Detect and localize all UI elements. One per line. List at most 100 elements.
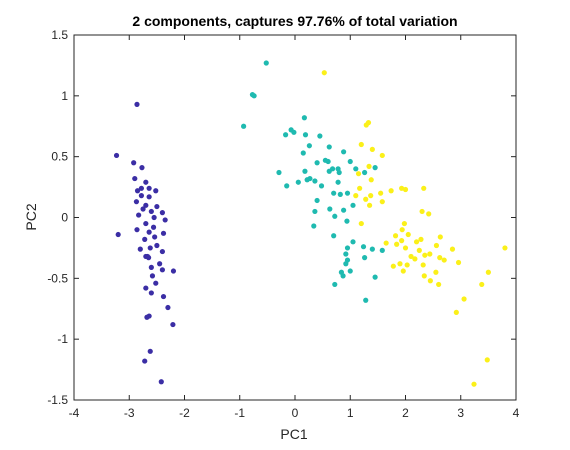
x-tick-label: -1 [234, 406, 245, 420]
data-point [301, 115, 307, 121]
data-point [453, 309, 459, 315]
data-point [140, 206, 146, 212]
x-tick-label: -3 [124, 406, 135, 420]
data-point [419, 208, 425, 215]
data-point [363, 297, 369, 303]
data-point [318, 183, 325, 189]
y-axis-label: PC2 [23, 203, 39, 230]
data-point [368, 193, 374, 199]
data-point [151, 214, 157, 221]
data-point [485, 269, 491, 275]
data-point [148, 208, 154, 215]
data-point [343, 261, 349, 267]
x-axis-label: PC1 [280, 426, 307, 442]
data-point [350, 239, 356, 245]
series-2 [241, 60, 385, 303]
data-point [142, 358, 148, 364]
data-point [344, 190, 351, 196]
data-point [353, 166, 359, 172]
data-point [394, 241, 400, 247]
data-point [147, 348, 153, 354]
data-point [484, 357, 490, 363]
data-point [368, 177, 374, 183]
data-point [136, 212, 142, 218]
data-point [147, 245, 153, 251]
points-layer [113, 60, 508, 387]
ticks-layer: -4 -3 -2 -1 0 1 2 3 4 -1.5 -1 -0.5 0 0.5 1 1.5 [47, 28, 519, 420]
data-point [159, 248, 165, 255]
data-point [304, 177, 310, 183]
data-point [341, 207, 347, 213]
data-point [158, 379, 164, 385]
data-point [422, 252, 428, 258]
data-point [418, 236, 424, 242]
data-point [134, 227, 140, 233]
data-point [437, 255, 443, 261]
data-point [143, 285, 149, 291]
data-point [314, 197, 320, 204]
data-point [399, 227, 405, 233]
data-point [115, 231, 121, 238]
data-point [399, 238, 405, 244]
data-point [113, 152, 120, 159]
data-point [142, 236, 148, 242]
data-point [152, 234, 158, 240]
data-point [314, 160, 320, 166]
data-point [400, 268, 406, 274]
data-point [341, 149, 347, 155]
data-point [143, 202, 149, 208]
data-point [461, 296, 467, 302]
data-point [159, 210, 165, 216]
data-point [357, 185, 363, 191]
data-point [437, 234, 443, 240]
data-point [131, 160, 137, 166]
data-point [327, 206, 333, 212]
data-point [350, 202, 356, 208]
data-point [436, 281, 442, 288]
data-point [143, 220, 149, 227]
data-point [344, 245, 351, 251]
data-point [347, 158, 353, 165]
x-tick-label: 0 [292, 406, 299, 420]
data-point [502, 245, 508, 251]
data-point [249, 92, 256, 98]
data-point [146, 185, 152, 191]
data-point [413, 239, 420, 245]
data-point [160, 293, 167, 300]
data-point [276, 169, 282, 176]
data-point [148, 290, 154, 296]
data-point [335, 179, 341, 185]
data-point [326, 168, 332, 174]
data-point [390, 263, 396, 269]
data-point [412, 256, 418, 262]
data-point [363, 122, 369, 128]
data-point [150, 224, 157, 230]
data-point [154, 203, 160, 210]
y-tick-label: 1 [61, 89, 68, 103]
data-point [379, 199, 385, 205]
data-point [146, 229, 152, 235]
data-point [433, 269, 439, 275]
data-point [355, 171, 362, 177]
x-tick-label: -4 [69, 406, 80, 420]
data-point [455, 259, 462, 266]
data-point [388, 188, 394, 194]
data-point [302, 168, 308, 174]
data-point [369, 146, 375, 152]
data-point [153, 280, 159, 286]
y-tick-label: -1.5 [47, 393, 68, 407]
data-point [134, 101, 140, 107]
data-point [383, 240, 389, 246]
data-point [306, 143, 312, 149]
data-point [401, 220, 407, 227]
series-3 [321, 70, 508, 387]
x-tick-label: 3 [457, 406, 464, 420]
x-tick-label: -2 [179, 406, 190, 420]
data-point [408, 253, 414, 260]
data-point [392, 233, 399, 239]
data-point [427, 251, 433, 257]
data-point [358, 220, 364, 227]
y-tick-label: -0.5 [47, 271, 68, 285]
data-point [162, 217, 168, 223]
data-point [332, 213, 338, 219]
